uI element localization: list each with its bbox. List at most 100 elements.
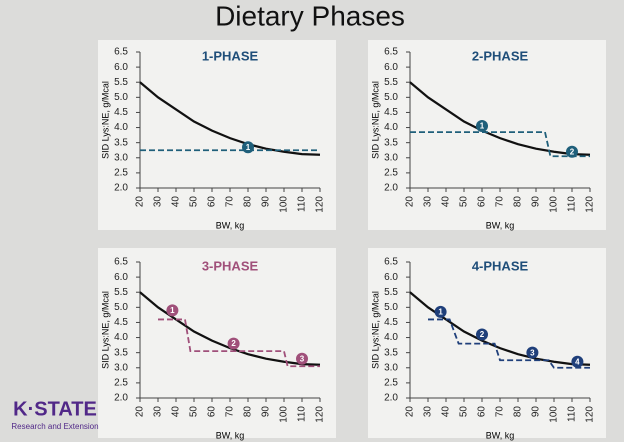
y-tick-label: 6.0 <box>114 272 128 283</box>
y-tick-label: 3.0 <box>114 362 128 373</box>
phase-marker-label: 2 <box>231 339 236 348</box>
x-tick-label: 120 <box>315 406 326 423</box>
y-axis-label: SID Lys:NE, g/Mcal <box>100 81 110 159</box>
y-tick-label: 6.0 <box>384 272 398 283</box>
x-tick-label: 110 <box>567 196 578 212</box>
phase-line <box>410 131 590 158</box>
x-tick-label: 80 <box>513 406 524 418</box>
y-tick-label: 5.0 <box>114 92 128 103</box>
phase-marker-label: 3 <box>530 348 535 357</box>
x-tick-label: 90 <box>261 196 272 208</box>
y-tick-label: 4.0 <box>384 332 398 343</box>
chart-title: 4-PHASE <box>472 258 529 273</box>
y-tick-label: 2.5 <box>384 168 398 179</box>
y-tick-label: 2.5 <box>114 168 128 179</box>
phase-marker-label: 1 <box>438 307 443 316</box>
x-tick-label: 90 <box>531 406 542 418</box>
requirement-curve <box>139 81 321 156</box>
x-tick-label: 70 <box>225 406 236 418</box>
y-tick-label: 2.0 <box>114 183 128 194</box>
x-tick-label: 80 <box>243 406 254 418</box>
y-tick-label: 6.5 <box>384 47 398 58</box>
y-tick-label: 5.5 <box>114 287 128 298</box>
y-tick-label: 4.0 <box>384 122 398 133</box>
x-tick-label: 40 <box>441 196 452 208</box>
x-tick-label: 40 <box>171 406 182 418</box>
x-tick-label: 120 <box>585 196 596 213</box>
logo-subtitle: Research and Extension <box>11 422 98 431</box>
y-tick-label: 4.5 <box>114 107 128 118</box>
x-tick-label: 60 <box>207 196 218 208</box>
y-tick-label: 4.5 <box>114 317 128 328</box>
logo: K·STATE <box>13 398 97 420</box>
x-tick-label: 30 <box>153 196 164 208</box>
y-tick-label: 2.5 <box>114 378 128 389</box>
x-axis-label: BW, kg <box>486 220 515 230</box>
x-tick-label: 90 <box>531 196 542 208</box>
y-tick-label: 6.0 <box>114 62 128 73</box>
phase-marker <box>571 355 584 368</box>
panel <box>98 40 336 230</box>
x-tick-label: 30 <box>153 406 164 418</box>
y-tick-label: 4.0 <box>114 122 128 133</box>
y-tick-label: 2.0 <box>384 393 398 404</box>
y-tick-label: 4.5 <box>384 107 398 118</box>
phase-marker <box>476 120 488 133</box>
x-tick-label: 80 <box>243 196 254 208</box>
y-axis-label: SID Lys:NE, g/Mcal <box>370 291 380 369</box>
phase-marker <box>227 337 240 350</box>
y-tick-label: 6.0 <box>384 62 398 73</box>
requirement-curve <box>409 81 591 156</box>
x-tick-label: 50 <box>189 406 200 418</box>
phase-marker-label: 2 <box>570 147 575 156</box>
x-tick-label: 70 <box>225 196 236 208</box>
y-tick-label: 2.0 <box>114 393 128 404</box>
x-tick-label: 50 <box>459 196 470 208</box>
chart-title: 1-PHASE <box>202 48 259 63</box>
x-tick-label: 100 <box>279 406 290 423</box>
y-tick-label: 3.0 <box>384 152 398 163</box>
y-axis-label: SID Lys:NE, g/Mcal <box>100 291 110 369</box>
x-tick-label: 50 <box>189 196 200 208</box>
page-title: Dietary Phases <box>215 0 405 31</box>
phase-marker-label: 1 <box>246 143 251 152</box>
phase-marker-label: 2 <box>480 330 485 339</box>
y-tick-label: 3.5 <box>114 137 128 148</box>
phase-line <box>428 318 590 369</box>
phase-marker <box>296 352 308 365</box>
phase-marker <box>434 305 447 318</box>
x-tick-label: 60 <box>477 196 488 208</box>
x-axis-label: BW, kg <box>216 430 245 440</box>
y-tick-label: 3.0 <box>114 152 128 163</box>
x-tick-label: 20 <box>405 406 416 418</box>
y-tick-label: 6.5 <box>114 47 128 58</box>
y-tick-label: 4.0 <box>114 332 128 343</box>
phase-marker <box>242 141 254 154</box>
y-tick-label: 5.5 <box>384 287 398 298</box>
phase-marker <box>476 328 488 341</box>
x-tick-label: 120 <box>585 406 596 423</box>
phase-line <box>158 318 320 368</box>
x-axis-label: BW, kg <box>216 220 245 230</box>
x-tick-label: 40 <box>441 406 452 418</box>
x-tick-label: 100 <box>279 196 290 213</box>
x-axis-label: BW, kg <box>486 430 515 440</box>
x-tick-label: 100 <box>549 406 560 423</box>
y-tick-label: 5.0 <box>384 92 398 103</box>
x-tick-label: 80 <box>513 196 524 208</box>
chart-title: 2-PHASE <box>472 48 529 63</box>
phase-marker-label: 4 <box>575 357 580 366</box>
x-tick-label: 110 <box>297 196 308 212</box>
y-tick-label: 5.5 <box>114 77 128 88</box>
y-tick-label: 5.0 <box>384 302 398 313</box>
x-tick-label: 50 <box>459 406 470 418</box>
y-tick-label: 6.5 <box>384 257 398 268</box>
x-tick-label: 20 <box>135 406 146 418</box>
y-tick-label: 5.5 <box>384 77 398 88</box>
x-tick-label: 70 <box>495 406 506 418</box>
phase-marker-label: 1 <box>480 122 485 131</box>
x-tick-label: 70 <box>495 196 506 208</box>
phase-marker-label: 3 <box>300 354 305 363</box>
y-tick-label: 3.0 <box>384 362 398 373</box>
